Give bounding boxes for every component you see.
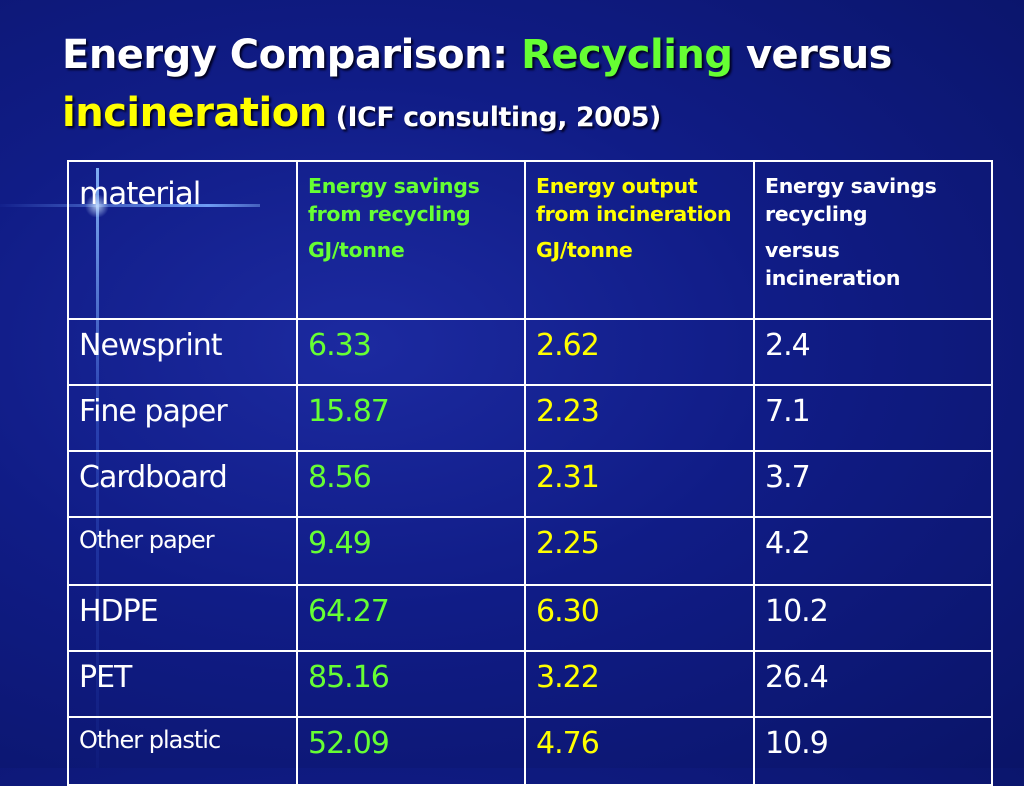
cell-incineration: 2.62 — [524, 318, 755, 386]
cell-material: Other plastic — [67, 716, 298, 786]
table-row: PET 85.16 3.22 26.4 — [67, 650, 993, 718]
header-net-savings: Energy savings recycling versus incinera… — [753, 160, 993, 320]
table-row: Other paper 9.49 2.25 4.2 — [67, 516, 993, 586]
table-row: Cardboard 8.56 2.31 3.7 — [67, 450, 993, 518]
cell-recycling: 8.56 — [296, 450, 526, 518]
header-incineration-output-unit: GJ/tonne — [536, 238, 633, 262]
cell-savings: 7.1 — [753, 384, 993, 452]
cell-savings: 10.2 — [753, 584, 993, 652]
header-recycling-savings-label: Energy savings from recycling — [308, 174, 480, 226]
cell-savings: 10.9 — [753, 716, 993, 786]
header-material-label: material — [79, 176, 201, 212]
cell-material: Newsprint — [67, 318, 298, 386]
table-row: Newsprint 6.33 2.62 2.4 — [67, 318, 993, 386]
title-part-recycling: Recycling — [521, 32, 733, 78]
cell-recycling: 85.16 — [296, 650, 526, 718]
header-net-savings-label: Energy savings recycling — [765, 174, 937, 226]
cell-incineration: 2.25 — [524, 516, 755, 586]
energy-comparison-table: material Energy savings from recycling G… — [67, 160, 993, 786]
title-part-versus: versus — [732, 32, 893, 78]
header-material: material — [67, 160, 298, 320]
cell-material: Cardboard — [67, 450, 298, 518]
cell-material: PET — [67, 650, 298, 718]
cell-recycling: 52.09 — [296, 716, 526, 786]
cell-material: Fine paper — [67, 384, 298, 452]
title-part-incineration: incineration — [62, 90, 327, 136]
cell-recycling: 15.87 — [296, 384, 526, 452]
slide-title: Energy Comparison: Recycling versus inci… — [62, 26, 1002, 147]
cell-savings: 26.4 — [753, 650, 993, 718]
cell-savings: 4.2 — [753, 516, 993, 586]
cell-material: Other paper — [67, 516, 298, 586]
cell-savings: 2.4 — [753, 318, 993, 386]
cell-material: HDPE — [67, 584, 298, 652]
table-row: Other plastic 52.09 4.76 10.9 — [67, 716, 993, 786]
table-row: Fine paper 15.87 2.23 7.1 — [67, 384, 993, 452]
header-net-savings-sub: versus incineration — [765, 238, 901, 290]
cell-recycling: 6.33 — [296, 318, 526, 386]
header-incineration-output: Energy output from incineration GJ/tonne — [524, 160, 755, 320]
cell-savings: 3.7 — [753, 450, 993, 518]
cell-recycling: 64.27 — [296, 584, 526, 652]
cell-incineration: 2.31 — [524, 450, 755, 518]
header-recycling-savings: Energy savings from recycling GJ/tonne — [296, 160, 526, 320]
cell-incineration: 3.22 — [524, 650, 755, 718]
cell-recycling: 9.49 — [296, 516, 526, 586]
header-recycling-savings-unit: GJ/tonne — [308, 238, 405, 262]
table-header-row: material Energy savings from recycling G… — [67, 160, 993, 320]
header-incineration-output-label: Energy output from incineration — [536, 174, 732, 226]
cell-incineration: 6.30 — [524, 584, 755, 652]
table-row: HDPE 64.27 6.30 10.2 — [67, 584, 993, 652]
title-part-energy-comparison: Energy Comparison: — [62, 32, 522, 78]
cell-incineration: 2.23 — [524, 384, 755, 452]
title-part-citation: (ICF consulting, 2005) — [326, 102, 662, 133]
cell-incineration: 4.76 — [524, 716, 755, 786]
